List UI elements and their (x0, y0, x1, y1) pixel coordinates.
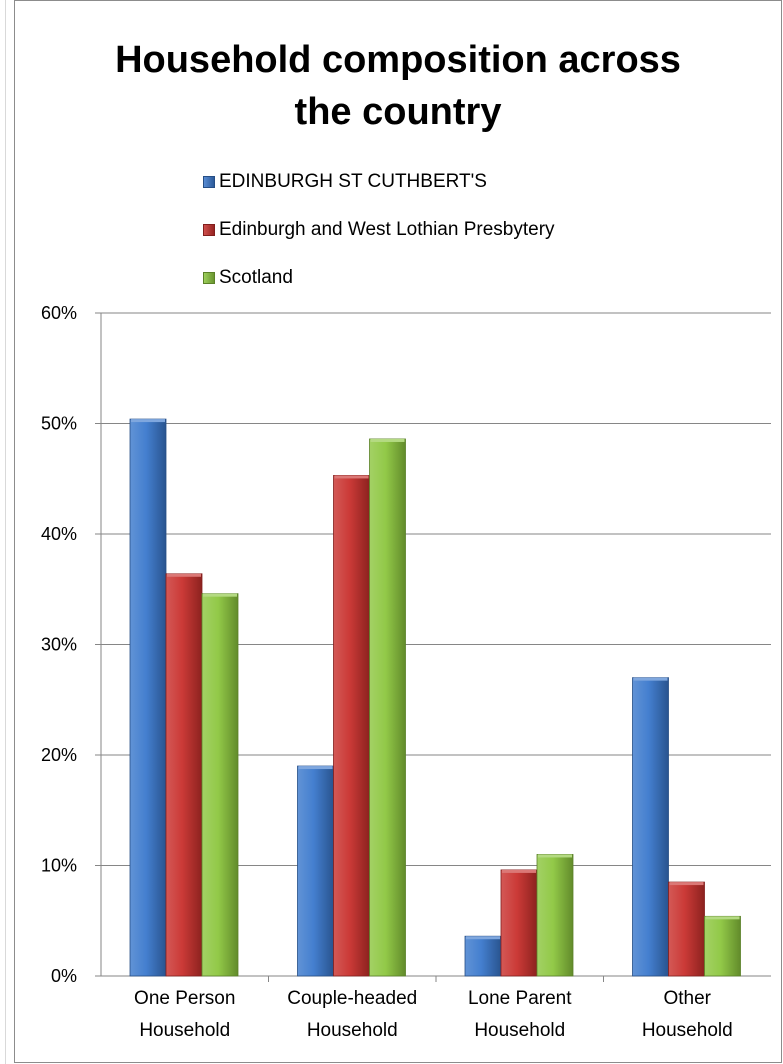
left-edge-divider (0, 0, 6, 1064)
chart-legend: EDINBURGH ST CUTHBERT'S Edinburgh and We… (203, 158, 555, 302)
bar-highlight (298, 766, 333, 770)
chart-title-line-2: the country (294, 91, 502, 133)
legend-swatch-edinburgh-st-cuthberts (203, 176, 215, 188)
x-category-label: One Person (134, 988, 235, 1009)
bar-series-1-cat-0 (165, 573, 203, 977)
x-category-label: Household (474, 1020, 565, 1041)
x-category-label: Household (139, 1020, 230, 1041)
legend-item-presbytery: Edinburgh and West Lothian Presbytery (203, 206, 555, 254)
bar-highlight (131, 419, 165, 423)
bar-series-1-cat-2 (500, 869, 538, 977)
bar-highlight (334, 475, 369, 479)
y-tick-label: 20% (41, 745, 77, 765)
bar-highlight (633, 677, 668, 681)
legend-label-edinburgh-st-cuthberts: EDINBURGH ST CUTHBERT'S (219, 171, 487, 192)
bar-highlight (167, 573, 201, 577)
legend-label-scotland: Scotland (219, 267, 293, 288)
bar-highlight (705, 916, 740, 920)
bar-highlight (370, 438, 405, 442)
legend-swatch-scotland (203, 272, 215, 284)
bar-highlight (203, 593, 237, 597)
bar-series-2-cat-0 (201, 593, 239, 977)
y-tick-label: 60% (41, 303, 77, 323)
bar-series-1-cat-1 (333, 475, 370, 977)
x-category-label: Lone Parent (468, 988, 572, 1009)
x-category-label: Household (307, 1020, 398, 1041)
bar-series-2-cat-3 (704, 915, 741, 977)
x-category-label: Household (642, 1020, 733, 1041)
y-tick-label: 0% (51, 966, 77, 986)
bar-series-0-cat-3 (632, 677, 669, 977)
legend-label-presbytery: Edinburgh and West Lothian Presbytery (219, 219, 555, 240)
legend-item-scotland: Scotland (203, 254, 555, 302)
bar-series-0-cat-1 (297, 765, 334, 977)
bar-highlight (538, 854, 572, 858)
bar-highlight (466, 936, 500, 940)
chart-title-line-1: Household composition across (115, 39, 681, 81)
bar-series-0-cat-2 (464, 935, 502, 977)
bar-highlight (502, 869, 536, 873)
y-tick-label: 50% (41, 414, 77, 434)
legend-swatch-presbytery (203, 224, 215, 236)
y-tick-label: 30% (41, 635, 77, 655)
x-category-label: Couple-headed (287, 988, 417, 1009)
bar-series-2-cat-1 (369, 438, 406, 977)
bar-highlight (669, 882, 704, 886)
bar-series-1-cat-3 (668, 881, 705, 977)
y-tick-label: 10% (41, 856, 77, 876)
legend-item-edinburgh-st-cuthberts: EDINBURGH ST CUTHBERT'S (203, 158, 555, 206)
bar-series-0-cat-0 (129, 418, 167, 977)
bar-series-2-cat-2 (536, 854, 574, 977)
y-tick-label: 40% (41, 524, 77, 544)
x-category-label: Other (663, 988, 711, 1009)
